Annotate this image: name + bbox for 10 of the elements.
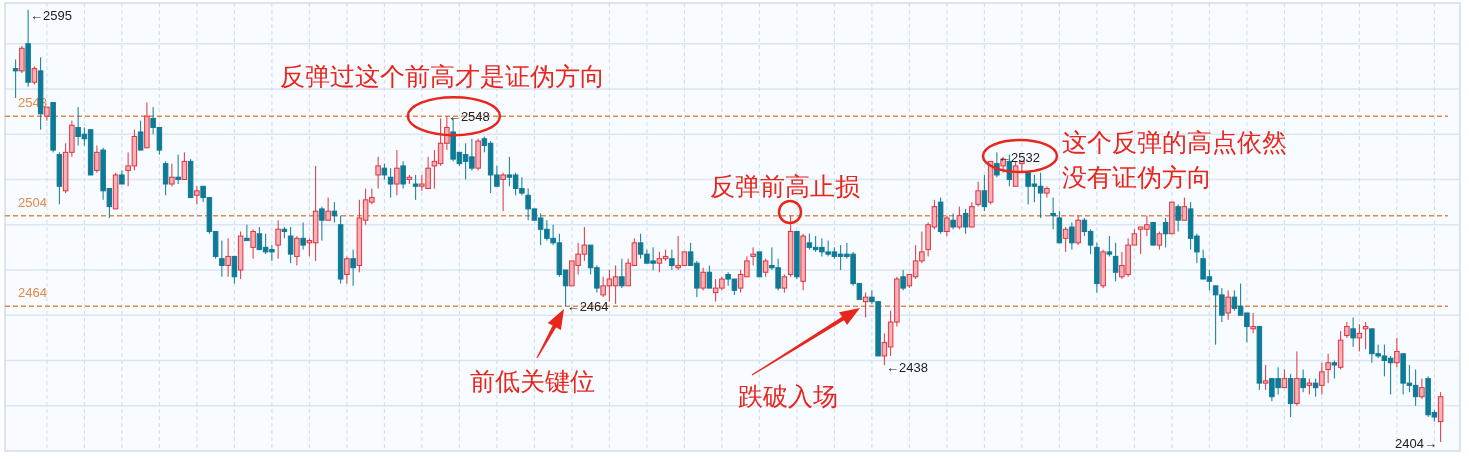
annotation: 跌破入场 — [738, 382, 838, 410]
ref-line-label: 2504 — [18, 194, 47, 210]
annotation: ←2532 — [998, 149, 1040, 165]
annotation: ←2438 — [886, 359, 928, 375]
annotation: 这个反弹的高点依然没有证伪方向 — [1062, 128, 1287, 191]
annotation: 前低关键位 — [470, 367, 595, 395]
ref-line-label: 2464 — [18, 285, 47, 301]
annotation: 2404→ — [1395, 435, 1437, 451]
annotation: ←2595 — [30, 7, 72, 23]
annotation: 反弹过这个前高才是证伪方向 — [280, 62, 605, 90]
